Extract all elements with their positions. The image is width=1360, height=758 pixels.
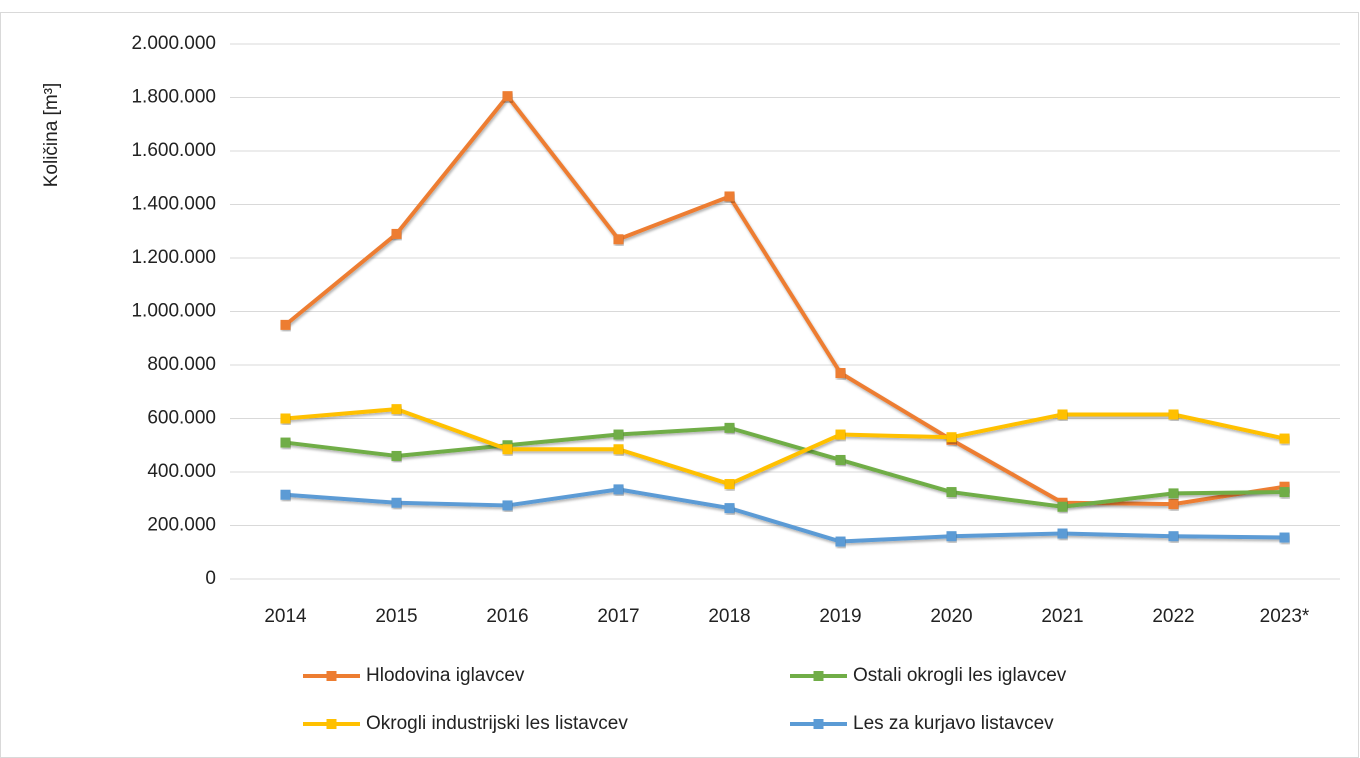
point-marker (1168, 409, 1179, 420)
point-marker (391, 228, 402, 239)
point-marker (613, 429, 624, 440)
legend-label: Okrogli industrijski les listavcev (366, 713, 628, 734)
point-marker (835, 429, 846, 440)
x-tick-label: 2023* (1260, 606, 1310, 627)
point-marker (724, 191, 735, 202)
point-marker (502, 91, 513, 102)
point-marker (724, 479, 735, 490)
point-marker (1057, 409, 1068, 420)
point-marker (280, 437, 291, 448)
x-tick-label: 2018 (708, 606, 750, 627)
point-marker (1057, 528, 1068, 539)
point-marker (1168, 531, 1179, 542)
point-marker (1279, 433, 1290, 444)
y-tick-label: 1.600.000 (131, 140, 216, 161)
x-tick-label: 2016 (486, 606, 528, 627)
point-marker (1168, 499, 1179, 510)
point-marker (1279, 481, 1290, 492)
point-marker (1057, 501, 1068, 512)
x-tick-label: 2020 (930, 606, 972, 627)
chart-border (0, 12, 1359, 758)
y-axis-label: Količina [m³] (41, 83, 62, 188)
point-marker (724, 503, 735, 514)
y-tick-label: 1.400.000 (131, 194, 216, 215)
y-tick-label: 800.000 (147, 354, 216, 375)
point-marker (280, 489, 291, 500)
point-marker (724, 422, 735, 433)
y-tick-label: 600.000 (147, 408, 216, 429)
point-marker (502, 500, 513, 511)
point-marker (613, 444, 624, 455)
point-marker (946, 531, 957, 542)
legend-label: Les za kurjavo listavcev (853, 713, 1054, 734)
point-marker (502, 444, 513, 455)
point-marker (613, 484, 624, 495)
point-marker (835, 454, 846, 465)
point-marker (1279, 487, 1290, 498)
legend-marker (813, 671, 824, 681)
legend-marker (326, 671, 337, 681)
y-tick-label: 1.800.000 (131, 87, 216, 108)
point-marker (1168, 488, 1179, 499)
y-tick-label: 400.000 (147, 461, 216, 482)
point-marker (835, 368, 846, 379)
point-marker (280, 413, 291, 424)
x-tick-label: 2021 (1041, 606, 1083, 627)
series-line (284, 94, 1285, 507)
x-tick-label: 2014 (264, 606, 307, 627)
legend-marker (326, 719, 337, 729)
y-tick-label: 1.000.000 (131, 301, 216, 322)
series-line (285, 407, 1285, 487)
point-marker (613, 234, 624, 245)
y-tick-label: 0 (205, 568, 216, 589)
point-marker (946, 432, 957, 443)
point-marker (1279, 532, 1290, 543)
y-tick-label: 2.000.000 (131, 33, 216, 54)
point-marker (835, 536, 846, 547)
point-marker (280, 319, 291, 330)
point-marker (946, 487, 957, 498)
point-marker (391, 450, 402, 461)
point-marker (391, 404, 402, 415)
x-tick-label: 2022 (1152, 606, 1194, 627)
x-tick-label: 2019 (819, 606, 861, 627)
legend-marker (813, 719, 824, 729)
x-tick-label: 2015 (375, 606, 417, 627)
legend-label: Hlodovina iglavcev (366, 665, 525, 686)
series-line (285, 425, 1285, 509)
point-marker (391, 497, 402, 508)
legend-label: Ostali okrogli les iglavcev (853, 665, 1067, 686)
series-line (285, 487, 1285, 544)
x-tick-label: 2017 (597, 606, 639, 627)
y-tick-label: 1.200.000 (131, 247, 216, 268)
y-tick-label: 200.000 (147, 515, 216, 536)
